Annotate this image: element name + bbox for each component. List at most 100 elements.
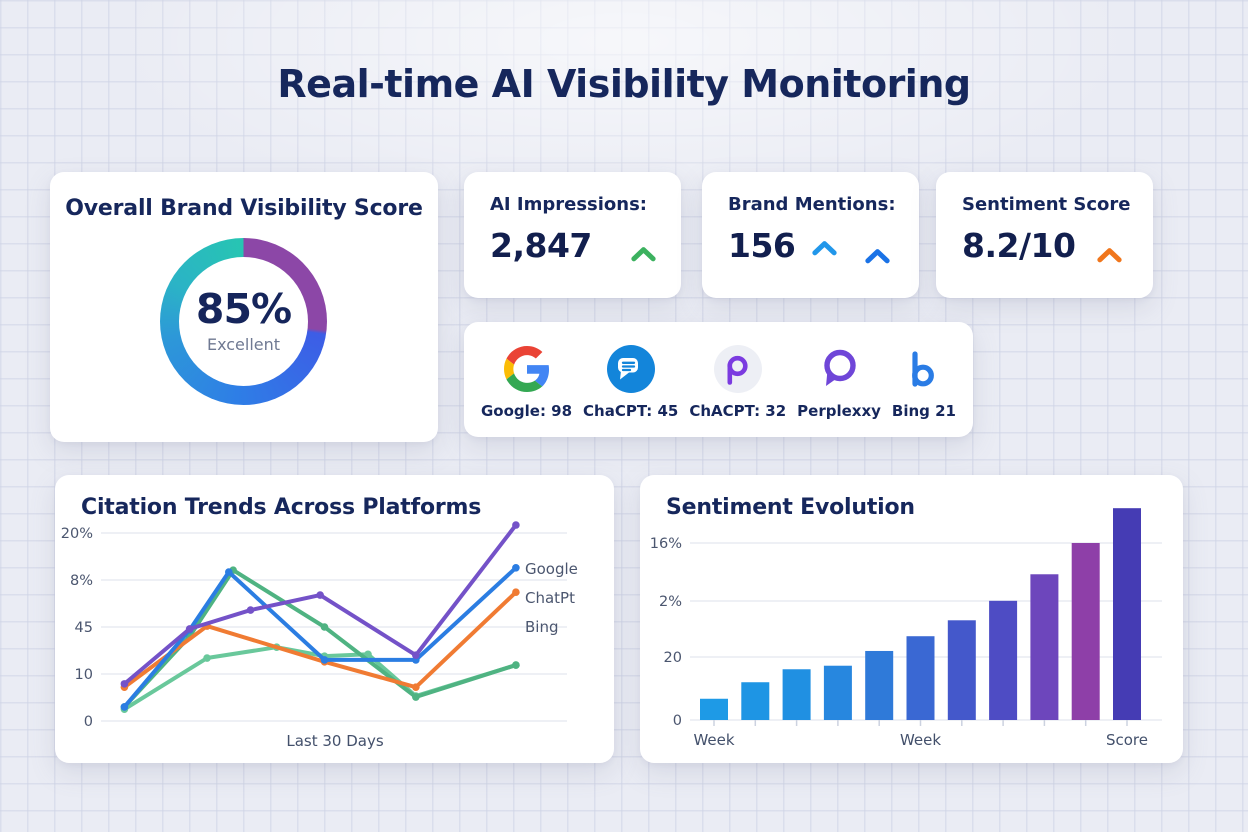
bar	[700, 698, 728, 720]
bar	[1030, 574, 1059, 720]
data-point-purple	[246, 606, 255, 614]
platform-item-letter-p: ChACPT: 32	[689, 345, 786, 420]
platforms-card: Google: 98 ChaCPT: 45 ChACPT: 32 Perplexxy B…	[464, 322, 973, 437]
line-series-purple	[122, 523, 518, 686]
data-point-green-dark	[512, 661, 520, 669]
bar	[1113, 508, 1141, 720]
citation-trends-card: Citation Trends Across Platforms 20% 8% 45…	[55, 475, 614, 763]
sentiment-bar-chart: 16% 2% 20 0 Week Week Score	[650, 508, 1162, 749]
page-title: Real-time AI Visibility Monitoring	[277, 62, 971, 106]
data-point-green-dark	[412, 693, 420, 701]
stat-label: Brand Mentions:	[728, 194, 896, 215]
y-tick-label: 0	[84, 714, 93, 730]
chat-bubble-blue-icon	[606, 345, 655, 393]
stat-row: 8.2/10	[962, 226, 1139, 265]
platform-item-speech-bubble-purple: Perplexxy	[797, 345, 881, 420]
bar	[741, 682, 770, 720]
x-tick-label: Score	[1106, 731, 1148, 749]
google-logo-icon	[503, 346, 549, 392]
y-tick-label: 20%	[61, 526, 93, 542]
trend-icons	[795, 237, 905, 263]
data-point-green-light	[203, 654, 211, 662]
platform-item-chat-bubble-blue: ChaCPT: 45	[583, 345, 678, 420]
trend-up-icon	[1097, 247, 1122, 262]
stat-label: AI Impressions:	[490, 194, 648, 215]
y-tick-label: 10	[75, 667, 93, 683]
donut-center: 85% Excellent	[160, 238, 327, 405]
platform-list: Google: 98 ChaCPT: 45 ChACPT: 32 Perplexxy B…	[464, 322, 973, 437]
data-point-purple	[412, 651, 420, 659]
data-point-google-blue	[225, 568, 233, 576]
speech-bubble-purple-icon	[815, 345, 863, 393]
bar	[823, 665, 852, 720]
y-tick-label: 16%	[650, 536, 682, 552]
chat-bubble-icon	[606, 345, 655, 393]
x-axis-label: Last 30 Days	[286, 732, 383, 750]
bar	[865, 650, 894, 720]
bing-b-icon	[900, 345, 948, 393]
legend-label-chatpt: ChatPt	[525, 589, 575, 607]
bar	[1071, 543, 1100, 720]
y-tick-label: 8%	[70, 573, 93, 589]
google-g-icon	[503, 345, 551, 393]
trend-icons	[1075, 237, 1139, 262]
chevron-up	[865, 248, 890, 263]
score-label: Excellent	[206, 335, 281, 354]
score-card-title: Overall Brand Visibility Score	[65, 196, 423, 221]
stat-row: 2,847	[490, 226, 667, 265]
trend-icons	[592, 237, 667, 261]
chevron-up	[631, 246, 656, 261]
x-tick-label: Week	[900, 731, 941, 749]
visibility-donut-chart: 85% Excellent	[160, 238, 327, 405]
chevron-up	[812, 240, 838, 255]
legend-label-bing: Bing	[525, 618, 559, 636]
stat-value: 2,847	[490, 226, 592, 265]
stat-value: 8.2/10	[962, 226, 1076, 265]
data-point-google-blue	[120, 703, 129, 711]
score-value: 85%	[195, 285, 292, 333]
data-point-purple	[316, 591, 324, 599]
y-tick-label: 20	[664, 650, 682, 666]
citation-line-chart: 20% 8% 45 10 0 Google ChatPt Bing Last 30 Days	[61, 521, 578, 750]
data-point-purple	[512, 521, 520, 529]
speech-bubble-icon	[824, 349, 856, 386]
bar	[947, 620, 976, 720]
data-point-purple	[120, 680, 129, 688]
chevron-up	[1097, 247, 1122, 262]
data-point-green-light	[364, 650, 372, 659]
y-tick-label: 0	[673, 713, 682, 729]
platform-label: ChaCPT: 45	[583, 402, 679, 420]
platform-label: Perplexxy	[797, 402, 881, 420]
bar	[989, 600, 1018, 720]
platform-item-bing-b: Bing 21	[892, 345, 956, 420]
data-point-google-blue	[512, 563, 520, 572]
trend-up-icon	[865, 248, 890, 263]
data-point-chatpt-orange	[512, 588, 520, 597]
line-series-google-blue	[122, 565, 518, 709]
platform-label: ChACPT: 32	[689, 402, 787, 420]
citation-chart-title: Citation Trends Across Platforms	[81, 495, 482, 520]
sentiment-chart-title: Sentiment Evolution	[666, 495, 915, 520]
data-point-purple	[185, 625, 194, 633]
data-point-chatpt-orange	[412, 683, 420, 691]
platform-item-google-g: Google: 98	[481, 345, 572, 420]
legend-label-google: Google	[525, 560, 578, 578]
stat-card-brand-mentions: Brand Mentions: 156	[702, 172, 919, 298]
trend-up-icon	[812, 240, 838, 255]
stat-label: Sentiment Score	[962, 194, 1131, 215]
score-card: Overall Brand Visibility Score 85% Excel…	[50, 172, 438, 442]
data-point-green-dark	[320, 623, 329, 631]
bing-logo-icon	[912, 351, 934, 387]
x-tick-label: Week	[693, 731, 734, 749]
platform-label: Google: 98	[480, 402, 573, 420]
bar	[906, 636, 935, 720]
stat-card-ai-impressions: AI Impressions: 2,847	[464, 172, 681, 298]
stat-card-sentiment-score: Sentiment Score 8.2/10	[936, 172, 1153, 298]
platform-label: Bing 21	[891, 402, 956, 420]
letter-p-icon	[713, 345, 762, 393]
trend-up-icon	[631, 246, 656, 261]
letter-p-icon	[713, 345, 762, 393]
y-tick-label: 45	[75, 620, 93, 636]
stat-row: 156	[728, 226, 905, 265]
